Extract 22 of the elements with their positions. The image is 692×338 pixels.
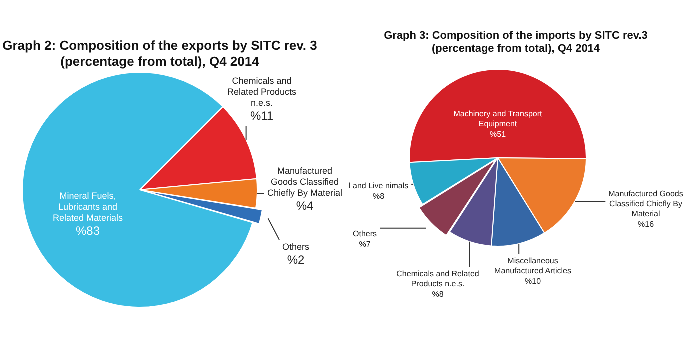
slice-label: l and Live nimals [348, 182, 409, 191]
slice-label: Manufactured Goods Classified Chiefly By Material [608, 190, 684, 219]
data-label: %16 [638, 220, 655, 230]
data-label: %8 [373, 192, 386, 202]
chart-title: Graph 2: Composition of the exports by SITC rev. 3 (percentage from total), Q4 2014 [2, 38, 318, 70]
data-label: %2 [287, 252, 305, 267]
data-label: %4 [296, 198, 314, 213]
slice-label: Machinery and Transport Equipment [454, 110, 544, 129]
chart-title: Graph 3: Composition of the imports by SITC rev.3 (percentage from total), Q4 2014 [383, 30, 649, 56]
slice-label: Miscellaneous Manufactured Articles [494, 256, 572, 276]
slice-label: Manufactured Goods Classified Chiefly By Material [267, 166, 343, 198]
slice-label: Others [282, 242, 310, 252]
slice-label: Mineral Fuels, Lubricants and Related Materials [52, 190, 124, 223]
slice-label: Chemicals and Related Products n.e.s. [396, 270, 480, 289]
data-label: %51 [490, 130, 507, 140]
data-label: %83 [76, 224, 100, 238]
data-label: %10 [524, 277, 542, 286]
slice-label: Others [352, 230, 378, 239]
data-label: %8 [432, 290, 444, 300]
slice-label: Chemicals and Related Products n.e.s. [227, 76, 298, 108]
data-label: %7 [359, 240, 372, 250]
data-label: %11 [250, 108, 274, 123]
